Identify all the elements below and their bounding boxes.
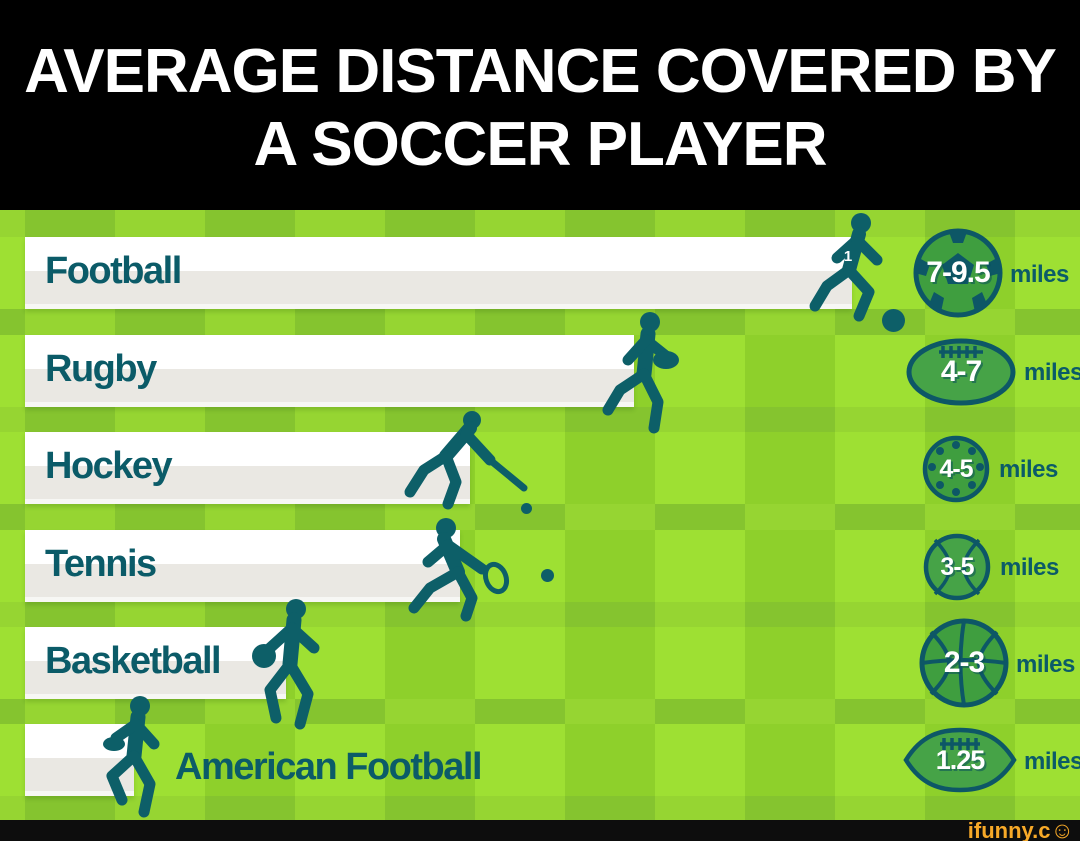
value-badge: 2-3 — [943, 646, 985, 679]
unit-label: miles — [1016, 651, 1075, 678]
chart-row-football: Football 7-9.5 miles — [0, 228, 1080, 318]
soccer-player-icon: 1 — [795, 212, 910, 337]
rugby-ball-icon — [906, 338, 1016, 406]
pitch-band — [0, 504, 1080, 530]
value-badge: 4-7 — [940, 355, 982, 388]
tennis-ball-icon — [923, 533, 991, 601]
watermark: ifunny.c☺ — [968, 817, 1074, 841]
bar-label: Tennis — [45, 543, 157, 585]
hockey-ball-dot — [521, 503, 532, 514]
hockey-player-icon — [398, 408, 538, 518]
unit-label: miles — [1024, 748, 1080, 775]
basketball-player-icon — [238, 596, 343, 741]
bar — [25, 432, 470, 504]
bar — [25, 530, 460, 602]
value-badge: 1.25 — [935, 744, 986, 775]
page-title-line1: AVERAGE DISTANCE COVERED BY — [24, 37, 1057, 106]
chart-row-hockey: Hockey 4-5 miles — [0, 432, 1080, 504]
pitch-band — [0, 210, 1080, 237]
bar — [25, 335, 634, 407]
pitch-band — [0, 699, 1080, 724]
bar-label: Basketball — [45, 640, 222, 682]
bar — [25, 237, 852, 309]
badge-football: 7-9.5 — [912, 227, 1004, 319]
chart-row-american-football: American Football 1.25 miles — [0, 724, 1080, 796]
value-badge: 3-5 — [940, 552, 974, 581]
badge-basketball: 2-3 — [918, 617, 1010, 709]
unit-label: miles — [1000, 554, 1059, 581]
tennis-player-icon — [406, 514, 536, 627]
badge-hockey: 4-5 — [921, 434, 991, 504]
pitch-band — [0, 407, 1080, 432]
chart-row-basketball: Basketball 2-3 miles — [0, 618, 1080, 708]
smiley-icon: ☺ — [1050, 817, 1074, 841]
pitch-band — [0, 796, 1080, 820]
bar-label: Football — [45, 250, 182, 292]
bar-label: Rugby — [45, 348, 157, 390]
chart-row-tennis: Tennis 3-5 miles — [0, 530, 1080, 602]
chart-row-rugby: Rugby 4-7 miles — [0, 335, 1080, 407]
unit-label: miles — [999, 456, 1058, 483]
rugby-player-icon — [598, 310, 698, 445]
american-football-icon — [903, 727, 1017, 793]
unit-label: miles — [1010, 261, 1069, 288]
watermark-text: ifunny.c — [967, 818, 1051, 841]
bar-label: Hockey — [45, 445, 173, 487]
american-football-player-icon — [92, 694, 192, 827]
badge-rugby: 4-7 — [905, 336, 1017, 408]
header: AVERAGE DISTANCE COVERED BY A SOCCER PLA… — [0, 0, 1080, 210]
bar-label: American Football — [175, 746, 483, 788]
badge-tennis: 3-5 — [922, 532, 992, 602]
soccer-ball-icon — [913, 228, 1003, 318]
badge-american-football: 1.25 — [902, 726, 1018, 794]
page-title-line2: A SOCCER PLAYER — [253, 110, 828, 179]
footer-bar: ifunny.c☺ — [0, 817, 1080, 841]
basketball-icon — [919, 618, 1009, 708]
value-badge: 4-5 — [939, 454, 973, 483]
soccer-ball-dot — [882, 309, 905, 332]
player-number: 1 — [844, 248, 852, 265]
pitch-band — [0, 602, 1080, 627]
bar — [25, 627, 286, 699]
value-badge: 7-9.5 — [926, 256, 990, 289]
tennis-ball-dot — [541, 569, 554, 582]
unit-label: miles — [1024, 359, 1080, 386]
field-hockey-ball-icon — [922, 435, 990, 503]
